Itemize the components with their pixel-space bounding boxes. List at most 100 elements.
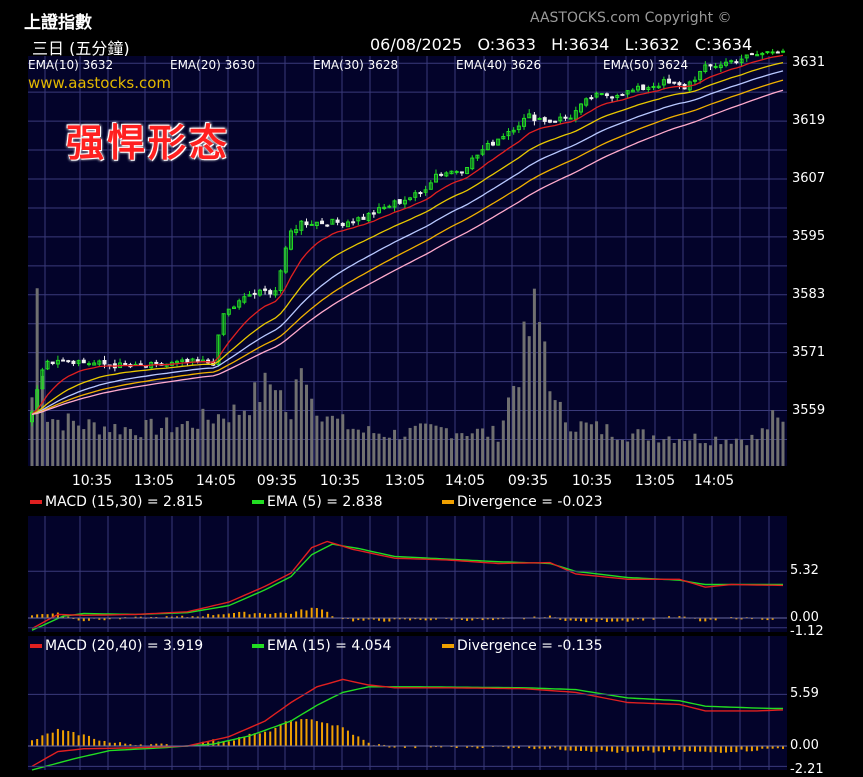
y-tick-label: 3571 bbox=[792, 344, 826, 360]
candle-body bbox=[195, 359, 200, 362]
volume-bar bbox=[626, 441, 630, 466]
volume-bar bbox=[563, 422, 567, 466]
volume-bar bbox=[610, 436, 614, 466]
volume-bar bbox=[310, 398, 314, 466]
volume-bar bbox=[615, 439, 619, 466]
volume-bar bbox=[714, 436, 718, 466]
candle-body bbox=[506, 131, 511, 137]
volume-bar bbox=[465, 436, 469, 466]
candle-body bbox=[579, 103, 584, 113]
volume-bar bbox=[232, 404, 236, 466]
macd2-y-tick-label: 0.00 bbox=[790, 737, 819, 753]
x-tick-label: 09:35 bbox=[256, 473, 298, 489]
volume-bar bbox=[543, 341, 547, 466]
volume-bar bbox=[558, 401, 562, 466]
candle-body bbox=[713, 65, 718, 68]
candle-body bbox=[382, 206, 387, 210]
candle-body bbox=[765, 51, 770, 54]
candle-body bbox=[635, 85, 640, 91]
volume-bar bbox=[496, 441, 500, 466]
macd1-ema-label: EMA (5) = 2.838 bbox=[267, 494, 383, 510]
volume-bar bbox=[118, 434, 122, 466]
candle-body bbox=[408, 197, 413, 201]
volume-bar bbox=[677, 438, 681, 466]
macd1-ema-swatch bbox=[252, 500, 264, 504]
volume-bar bbox=[279, 390, 283, 466]
volume-bar bbox=[698, 443, 702, 466]
macd1-div-swatch bbox=[442, 500, 454, 504]
volume-bar bbox=[185, 421, 189, 466]
candle-body bbox=[288, 230, 293, 250]
y-tick-label: 3583 bbox=[792, 286, 826, 302]
volume-bar bbox=[253, 382, 257, 466]
legend-ema10: EMA(10) 3632 bbox=[28, 58, 114, 72]
volume-bar bbox=[760, 428, 764, 466]
candle-body bbox=[340, 222, 345, 227]
site-watermark: www.aastocks.com bbox=[28, 74, 172, 92]
candle-body bbox=[729, 60, 734, 63]
ohlc-readout: 06/08/2025 O:3633 H:3634 L:3632 C:3634 bbox=[370, 35, 752, 54]
volume-bar bbox=[377, 433, 381, 466]
candle-body bbox=[392, 200, 397, 208]
candle-body bbox=[320, 220, 325, 225]
volume-bar bbox=[325, 416, 329, 466]
ema-line-40 bbox=[31, 79, 784, 416]
candle-body bbox=[692, 79, 697, 82]
volume-bar bbox=[652, 435, 656, 466]
candle-body bbox=[589, 97, 594, 100]
volume-bar bbox=[393, 429, 397, 466]
volume-bar bbox=[724, 439, 728, 466]
candle-body bbox=[755, 54, 760, 57]
x-tick-label: 09:35 bbox=[507, 473, 549, 489]
volume-bar bbox=[579, 421, 583, 466]
volume-bar bbox=[222, 418, 226, 466]
volume-bar bbox=[455, 433, 459, 466]
volume-bar bbox=[294, 379, 298, 466]
candle-body bbox=[739, 58, 744, 63]
macd2-macd-line bbox=[31, 678, 784, 767]
candle-body bbox=[226, 308, 231, 315]
volume-bar bbox=[776, 417, 780, 466]
candle-body bbox=[708, 64, 713, 67]
candle-body bbox=[770, 51, 775, 54]
volume-bar bbox=[123, 427, 127, 466]
candle-body bbox=[423, 189, 428, 193]
macd2-div-legend: Divergence = -0.135 bbox=[442, 638, 603, 654]
volume-bar bbox=[284, 412, 288, 466]
candle-body bbox=[356, 217, 361, 222]
macd1-ema-legend: EMA (5) = 2.838 bbox=[252, 494, 383, 510]
x-tick-label: 14:05 bbox=[195, 473, 237, 489]
x-tick-label: 14:05 bbox=[444, 473, 486, 489]
volume-bar bbox=[51, 419, 55, 466]
volume-bar bbox=[765, 429, 769, 466]
candle-body bbox=[594, 92, 599, 98]
volume-bar bbox=[128, 428, 132, 466]
volume-bar bbox=[501, 420, 505, 466]
volume-bar bbox=[553, 400, 557, 466]
candle-body bbox=[102, 360, 107, 365]
macd2-y-tick-label: -2.21 bbox=[790, 762, 824, 777]
macd2-ema-label: EMA (15) = 4.054 bbox=[267, 638, 392, 654]
volume-bar bbox=[434, 425, 438, 466]
candle-body bbox=[516, 125, 521, 131]
x-tick-label: 10:35 bbox=[571, 473, 613, 489]
candle-body bbox=[330, 218, 335, 225]
volume-bar bbox=[672, 442, 676, 466]
volume-bar bbox=[755, 439, 759, 466]
chart-title: 上證指數 bbox=[24, 13, 92, 33]
volume-bar bbox=[372, 433, 376, 466]
volume-bar bbox=[522, 321, 526, 466]
macd1-div-label: Divergence = -0.023 bbox=[457, 494, 603, 510]
candle-body bbox=[345, 221, 350, 228]
candle-body bbox=[377, 207, 382, 214]
volume-bar bbox=[61, 430, 65, 466]
macd2-div-swatch bbox=[442, 644, 454, 648]
volume-bar bbox=[398, 439, 402, 466]
candle-body bbox=[485, 142, 490, 151]
candle-body bbox=[439, 173, 444, 176]
candle-body bbox=[242, 296, 247, 303]
volume-bar bbox=[351, 428, 355, 466]
candle-body bbox=[278, 270, 283, 292]
volume-bar bbox=[87, 419, 91, 466]
candle-body bbox=[268, 290, 273, 295]
